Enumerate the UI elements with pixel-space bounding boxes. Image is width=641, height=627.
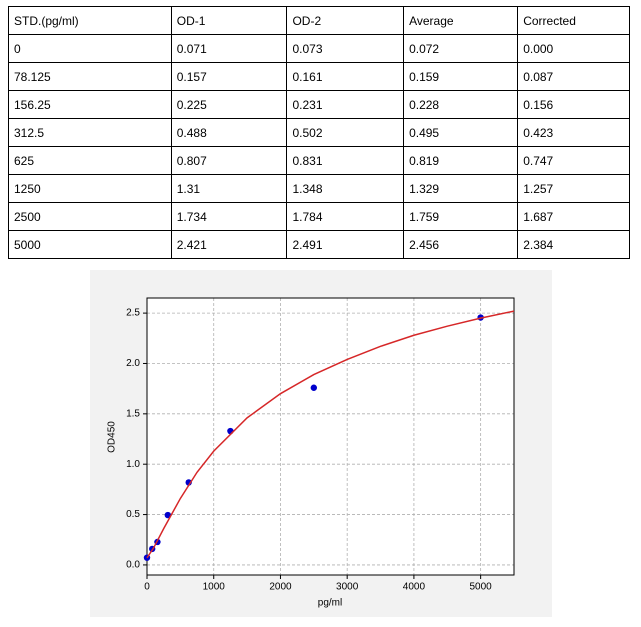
x-tick-label: 4000 — [403, 582, 426, 593]
row: 156.25 0.225 0.231 0.228 0.156 — [8, 90, 630, 119]
cell: 1.784 — [286, 202, 405, 231]
std-table: STD.(pg/ml) OD-1 OD-2 Average Corrected 0 0.07… — [8, 6, 630, 259]
cell: 0.161 — [286, 62, 405, 91]
row: 2500 1.734 1.784 1.759 1.687 — [8, 202, 630, 231]
chart: pg/ml OD450 0 1000 2000 3000 4000 5000 0.0 0.5 1… — [90, 270, 552, 617]
x-tick-label: 2000 — [269, 582, 292, 593]
cell: 1.734 — [170, 202, 288, 231]
cell: 0.071 — [170, 34, 288, 63]
point — [310, 384, 318, 391]
cell: 2.491 — [286, 230, 405, 259]
x-tick-label: 5000 — [470, 582, 493, 593]
row: 5000 2.421 2.491 2.456 2.384 — [8, 230, 630, 259]
cell: 0.073 — [286, 34, 405, 63]
cell: 1.348 — [286, 174, 405, 203]
y-tick-label: 1.0 — [126, 459, 140, 470]
cell: 1.329 — [403, 174, 519, 203]
cell: STD.(pg/ml) — [8, 6, 172, 35]
row: 78.125 0.157 0.161 0.159 0.087 — [8, 62, 630, 91]
cell: 0.000 — [517, 34, 630, 63]
cell: 0.228 — [403, 90, 519, 119]
row: 312.5 0.488 0.502 0.495 0.423 — [8, 118, 630, 147]
row: 1250 1.31 1.348 1.329 1.257 — [8, 174, 630, 203]
y-tick-label: 2.5 — [126, 308, 140, 319]
cell: 0.502 — [286, 118, 405, 147]
cell: 2.384 — [517, 230, 630, 259]
cell: 0.819 — [403, 146, 519, 175]
y-tick-label: 0.0 — [126, 560, 140, 571]
cell: 625 — [8, 146, 172, 175]
y-axis-label: OD450 — [107, 421, 118, 453]
y-tick-label: 0.5 — [126, 509, 140, 520]
header-row: STD.(pg/ml) OD-1 OD-2 Average Corrected — [8, 6, 630, 35]
cell: 2500 — [8, 202, 172, 231]
cell: 78.125 — [8, 62, 172, 91]
x-axis-label: pg/ml — [318, 598, 342, 609]
x-tick-label: 1000 — [203, 582, 226, 593]
fit-curve — [146, 310, 515, 559]
x-tick-label: 3000 — [336, 582, 359, 593]
cell: 0.495 — [403, 118, 519, 147]
cell: 1.31 — [170, 174, 288, 203]
cell: 0.231 — [286, 90, 405, 119]
plot-frame — [146, 297, 515, 576]
cell: 0.225 — [170, 90, 288, 119]
cell: 0.157 — [170, 62, 288, 91]
plot-area — [147, 298, 514, 575]
cell: OD-1 — [170, 6, 288, 35]
cell: 312.5 — [8, 118, 172, 147]
cell: OD-2 — [286, 6, 405, 35]
cell: 156.25 — [8, 90, 172, 119]
cell: Average — [403, 6, 519, 35]
cell: 1.687 — [517, 202, 630, 231]
row: 0 0.071 0.073 0.072 0.000 — [8, 34, 630, 63]
cell: 0.423 — [517, 118, 630, 147]
cell: 0.087 — [517, 62, 630, 91]
x-tick-label: 0 — [144, 582, 150, 593]
cell: 2.456 — [403, 230, 519, 259]
cell: 0.159 — [403, 62, 519, 91]
cell: 0.831 — [286, 146, 405, 175]
cell: 0.488 — [170, 118, 288, 147]
cell: 2.421 — [170, 230, 288, 259]
cell: 0.747 — [517, 146, 630, 175]
cell: 1.257 — [517, 174, 630, 203]
cell: Corrected — [517, 6, 630, 35]
y-tick-label: 2.0 — [126, 358, 140, 369]
cell: 0.072 — [403, 34, 519, 63]
y-tick-label: 1.5 — [126, 408, 140, 419]
cell: 0 — [8, 34, 172, 63]
cell: 1250 — [8, 174, 172, 203]
cell: 0.807 — [170, 146, 288, 175]
cell: 0.156 — [517, 90, 630, 119]
cell: 1.759 — [403, 202, 519, 231]
cell: 5000 — [8, 230, 172, 259]
row: 625 0.807 0.831 0.819 0.747 — [8, 146, 630, 175]
